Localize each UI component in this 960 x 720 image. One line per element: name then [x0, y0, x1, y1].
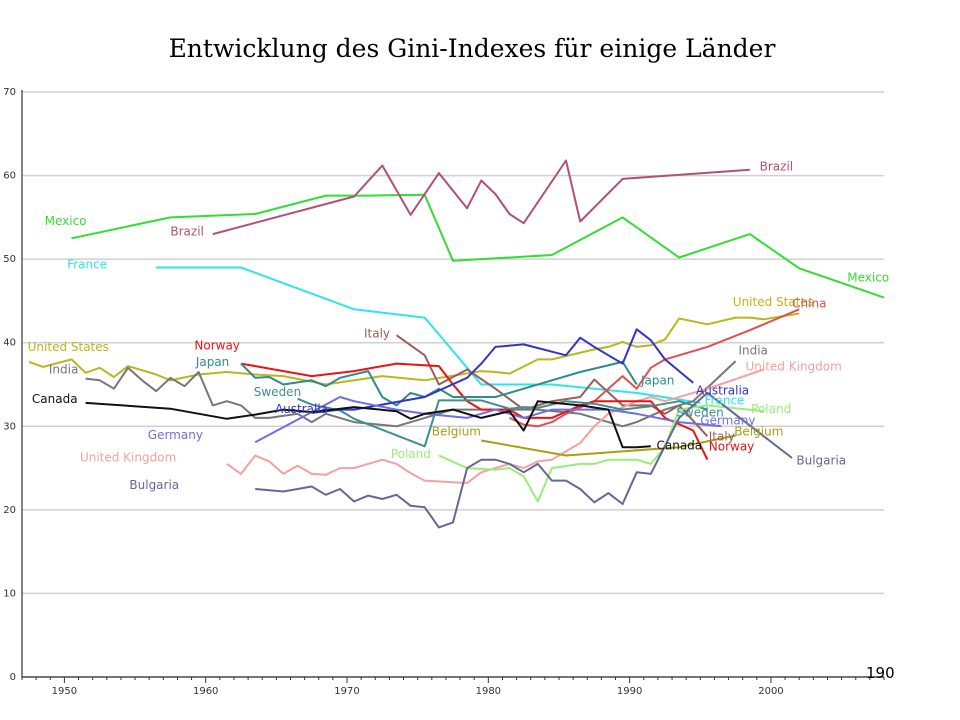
series-line-italy: [395, 334, 709, 437]
series-label-mexico: Mexico: [847, 271, 889, 285]
series-label-belgium: Belgium: [432, 424, 481, 438]
y-tick-label: 30: [3, 421, 16, 432]
y-tick-label: 20: [3, 505, 16, 516]
series-label-canada: Canada: [656, 439, 702, 453]
series-label-poland: Poland: [751, 402, 791, 416]
y-tick-label: 70: [3, 87, 16, 98]
series-label-norway: Norway: [709, 440, 755, 454]
axes: [21, 90, 884, 678]
series-label-brazil: Brazil: [760, 160, 794, 174]
series-line-france: [156, 266, 701, 404]
series-label-china: China: [792, 297, 826, 311]
series-label-united-kingdom: United Kingdom: [80, 450, 176, 464]
series-label-japan: Japan: [195, 355, 229, 369]
series-label-belgium: Belgium: [734, 424, 783, 438]
series-label-australia: Australia: [275, 402, 328, 416]
series-label-united-kingdom: United Kingdom: [746, 359, 842, 373]
series-label-bulgaria: Bulgaria: [129, 478, 179, 492]
chart-title: Entwicklung des Gini-Indexes für einige …: [168, 34, 776, 63]
series-line-bulgaria: [255, 391, 793, 529]
series-label-india: India: [738, 343, 767, 357]
y-tick-label: 60: [3, 171, 16, 182]
y-tick-label: 40: [3, 338, 16, 349]
series-line-india: [85, 360, 737, 428]
series-label-brazil: Brazil: [170, 225, 204, 239]
y-tick-label: 0: [10, 672, 16, 683]
series-label-france: France: [67, 257, 107, 271]
y-axis-ticks: 0 10 20 30 40 50 60 70: [3, 87, 16, 683]
series-label-mexico: Mexico: [45, 214, 87, 228]
page-number: 190: [866, 664, 895, 682]
x-tick-label: 1970: [334, 686, 359, 697]
series-label-australia: Australia: [696, 384, 749, 398]
series-label-bulgaria: Bulgaria: [796, 454, 846, 468]
series-label-italy: Italy: [709, 429, 735, 443]
series-label-germany: Germany: [700, 414, 755, 428]
series-line-belgium: [481, 434, 736, 457]
series-label-germany: Germany: [148, 428, 203, 442]
series-lines: [28, 159, 885, 529]
series-line-australia: [311, 328, 694, 414]
series-label-canada: Canada: [32, 392, 78, 406]
series-line-sweden: [297, 397, 708, 448]
series-line-mexico: [71, 193, 885, 299]
series-label-united-states: United States: [28, 340, 109, 354]
series-label-france: France: [705, 394, 745, 408]
series-label-poland: Poland: [391, 447, 431, 461]
x-tick-label: 2000: [758, 686, 783, 697]
x-tick-label: 1990: [617, 686, 642, 697]
x-tick-label: 1980: [476, 686, 501, 697]
y-tick-label: 50: [3, 254, 16, 265]
series-label-italy: Italy: [364, 327, 390, 341]
series-line-brazil: [212, 159, 750, 236]
series-label-norway: Norway: [194, 338, 240, 352]
series-label-united-states: United States: [733, 295, 814, 309]
series-line-poland: [438, 404, 765, 503]
series-label-sweden: Sweden: [676, 405, 723, 419]
x-axis-ticks: 1950 1960 1970 1980 1990 2000: [21, 677, 885, 697]
series-line-united-states: [28, 312, 800, 386]
series-line-japan: [240, 360, 638, 407]
series-label-japan: Japan: [640, 374, 674, 388]
series-label-sweden: Sweden: [254, 385, 301, 399]
series-labels: Mexico Mexico Brazil Brazil France France Unit…: [28, 160, 890, 492]
series-line-canada: [85, 400, 651, 449]
x-tick-label: 1950: [52, 686, 77, 697]
x-tick-label: 1960: [193, 686, 218, 697]
series-line-germany: [254, 396, 722, 444]
series-line-united-kingdom: [226, 368, 765, 485]
series-line-norway: [240, 362, 709, 461]
y-tick-label: 10: [3, 588, 16, 599]
series-line-china: [509, 308, 800, 428]
series-label-india: India: [49, 363, 78, 377]
